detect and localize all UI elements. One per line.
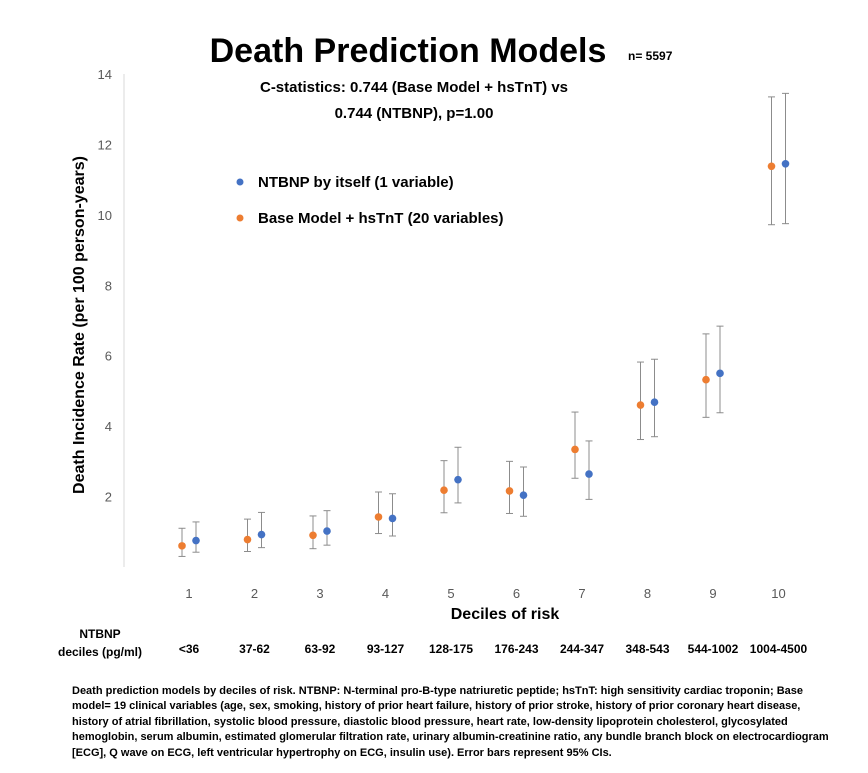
ntbnp-decile-label: 1004-4500 [750,642,808,656]
legend-label-base-model: Base Model + hsTnT (20 variables) [258,210,504,227]
data-point-base-model [636,401,645,409]
y-tick-label: 8 [105,278,112,293]
y-axis-title: Death Incidence Rate (per 100 person-yea… [71,156,88,494]
ntbnp-decile-label: 244-347 [560,642,604,656]
data-point-base-model [702,375,710,384]
ntbnp-decile-label: 63-92 [305,642,336,656]
ntbnp-decile-label: 544-1002 [688,642,739,656]
data-point-ntbnp [454,475,462,484]
data-point-ntbnp [192,536,200,545]
chart-svg: Death Prediction Models n= 5597 C-statis… [58,32,808,659]
data-point-base-model [440,486,448,495]
data-point-ntbnp [323,527,331,535]
y-tick-label: 6 [105,349,112,364]
y-tick-label: 10 [98,208,112,223]
data-point-base-model [505,487,514,495]
data-point-ntbnp [257,530,266,539]
data-point-ntbnp [650,398,659,406]
data-point-ntbnp [388,514,397,523]
ntbnp-decile-label: 93-127 [367,642,405,656]
sample-size-label: n= 5597 [628,49,673,63]
x-tick-label: 3 [316,586,323,601]
data-point-ntbnp [519,491,528,499]
x-tick-label: 1 [185,586,192,601]
secondary-axis-labels: <36 37-62 63-92 93-127 128-175 176-243 244-347… [179,642,808,656]
x-tick-label: 8 [644,586,651,601]
figure-caption: Death prediction models by deciles of ri… [72,685,829,759]
y-tick-label: 12 [98,137,112,152]
data-point-base-model [309,531,317,540]
y-axis-ticks: 2 4 6 8 10 12 14 [98,67,112,505]
secondary-axis-label-line-1: NTBNP [79,627,120,641]
ntbnp-decile-label: 128-175 [429,642,473,656]
data-point-ntbnp [781,159,790,168]
data-point-base-model [178,542,186,550]
plot-marks [178,92,790,557]
chart-subtitle-line-2: 0.744 (NTBNP), p=1.00 [335,105,494,122]
legend-marker-base-model [236,214,244,222]
y-tick-label: 4 [105,419,112,434]
y-tick-label: 2 [105,490,112,505]
chart-title: Death Prediction Models [210,32,607,70]
ntbnp-decile-label: <36 [179,642,200,656]
chart-subtitle-line-1: C-statistics: 0.744 (Base Model + hsTnT)… [260,79,568,96]
x-tick-label: 6 [513,586,520,601]
x-tick-label: 9 [709,586,716,601]
ntbnp-decile-label: 348-543 [625,642,669,656]
data-point-base-model [571,445,579,454]
y-tick-label: 14 [98,67,112,82]
legend-label-ntbnp: NTBNP by itself (1 variable) [258,174,454,191]
data-point-base-model [767,162,776,171]
data-point-base-model [243,535,252,544]
x-tick-label: 10 [771,586,785,601]
x-tick-label: 7 [578,586,585,601]
legend-marker-ntbnp [236,178,244,186]
x-tick-label: 2 [251,586,258,601]
x-tick-label: 5 [447,586,454,601]
x-tick-label: 4 [382,586,389,601]
ntbnp-decile-label: 37-62 [239,642,270,656]
data-point-base-model [374,513,383,521]
x-axis-ticks: 1 2 3 4 5 6 7 8 9 10 [185,586,785,601]
data-point-ntbnp [585,470,593,478]
data-point-ntbnp [716,369,724,378]
x-axis-title: Deciles of risk [451,606,560,623]
legend: NTBNP by itself (1 variable) Base Model … [236,174,504,227]
ntbnp-decile-label: 176-243 [494,642,538,656]
secondary-axis-label-line-2: deciles (pg/ml) [58,645,142,659]
